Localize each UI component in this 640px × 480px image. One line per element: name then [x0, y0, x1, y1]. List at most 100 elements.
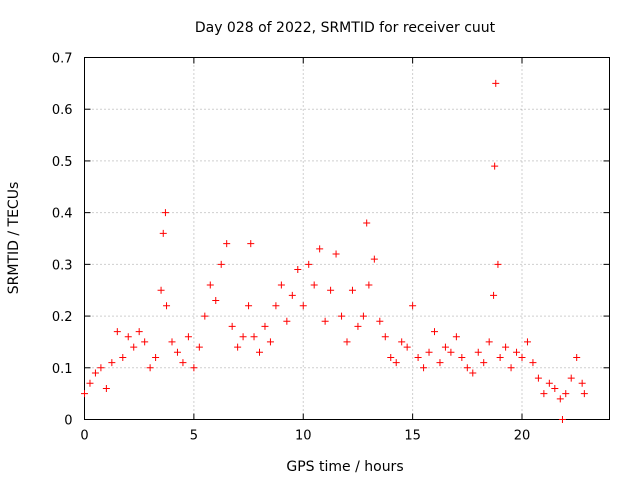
y-tick-label: 0.4: [52, 207, 73, 222]
data-point: [558, 416, 566, 423]
data-point: [159, 229, 167, 237]
data-point: [256, 348, 263, 356]
x-axis-title: GPS time / hours: [286, 459, 403, 475]
data-point: [485, 338, 493, 346]
data-point: [141, 338, 149, 346]
data-point: [108, 359, 116, 367]
data-point: [365, 281, 373, 289]
data-point: [580, 390, 588, 398]
data-point: [578, 379, 586, 387]
data-point: [425, 348, 433, 356]
data-point: [540, 390, 548, 398]
data-point: [239, 333, 247, 341]
data-point: [431, 328, 438, 336]
data-point: [513, 348, 521, 356]
chart-title: Day 028 of 2022, SRMTID for receiver cuu…: [195, 20, 496, 36]
data-point: [81, 390, 88, 398]
data-point: [518, 353, 526, 361]
data-point: [398, 338, 406, 346]
y-tick-label: 0.1: [52, 362, 73, 377]
data-point: [283, 317, 291, 325]
data-point: [161, 209, 169, 217]
data-point: [228, 322, 236, 330]
data-point: [420, 364, 428, 372]
data-point: [529, 359, 537, 367]
y-tick-label: 0.5: [52, 155, 73, 170]
data-point: [490, 291, 498, 299]
y-tick-label: 0.7: [52, 52, 73, 67]
data-point: [217, 260, 225, 268]
data-point: [247, 240, 255, 248]
data-point: [348, 286, 356, 294]
data-point: [447, 348, 455, 356]
data-point: [102, 384, 110, 392]
data-point: [245, 302, 253, 310]
data-point: [363, 219, 371, 227]
data-point: [119, 353, 127, 361]
data-point: [494, 260, 502, 268]
data-point: [409, 302, 417, 310]
data-point: [173, 348, 181, 356]
data-point: [370, 255, 378, 263]
x-tick-label: 10: [295, 429, 312, 444]
data-point: [480, 359, 488, 367]
data-point: [124, 333, 132, 341]
data-point: [523, 338, 531, 346]
data-point: [441, 343, 449, 351]
data-point: [277, 281, 285, 289]
x-tick-label: 0: [80, 429, 88, 444]
data-point: [534, 374, 542, 382]
data-point: [436, 359, 444, 367]
data-point: [381, 333, 389, 341]
data-point: [86, 379, 94, 387]
data-point: [387, 353, 395, 361]
data-points: [81, 79, 588, 423]
data-point: [305, 260, 313, 268]
data-point: [250, 333, 258, 341]
data-point: [359, 312, 367, 320]
x-tick-label: 20: [514, 429, 531, 444]
data-point: [332, 250, 340, 258]
data-point: [135, 328, 143, 336]
data-point: [97, 364, 105, 372]
data-point: [338, 312, 346, 320]
data-point: [545, 379, 553, 387]
data-point: [458, 353, 466, 361]
data-point: [376, 317, 384, 325]
data-point: [261, 322, 269, 330]
data-point: [452, 333, 460, 341]
data-point: [343, 338, 351, 346]
data-point: [507, 364, 515, 372]
data-point: [491, 162, 499, 170]
data-point: [392, 359, 400, 367]
data-point: [190, 364, 198, 372]
data-point: [463, 364, 471, 372]
data-point: [492, 79, 500, 87]
y-tick-label: 0.2: [52, 310, 73, 325]
data-point: [168, 338, 176, 346]
plot-frame: [84, 57, 610, 420]
data-point: [327, 286, 335, 294]
data-point: [474, 348, 482, 356]
y-tick-label: 0: [64, 414, 72, 429]
data-point: [469, 369, 477, 377]
data-point: [573, 353, 581, 361]
data-point: [294, 266, 302, 274]
data-point: [201, 312, 209, 320]
data-point: [272, 302, 280, 310]
data-point: [567, 374, 575, 382]
data-point: [113, 328, 121, 336]
data-point: [556, 395, 564, 403]
data-point: [163, 302, 171, 310]
data-point: [152, 353, 160, 361]
data-point: [496, 353, 504, 361]
data-point: [91, 369, 99, 377]
data-point: [299, 302, 307, 310]
x-tick-label: 5: [190, 429, 198, 444]
y-tick-label: 0.3: [52, 258, 73, 273]
data-point: [195, 343, 203, 351]
data-point: [179, 359, 187, 367]
data-point: [310, 281, 318, 289]
